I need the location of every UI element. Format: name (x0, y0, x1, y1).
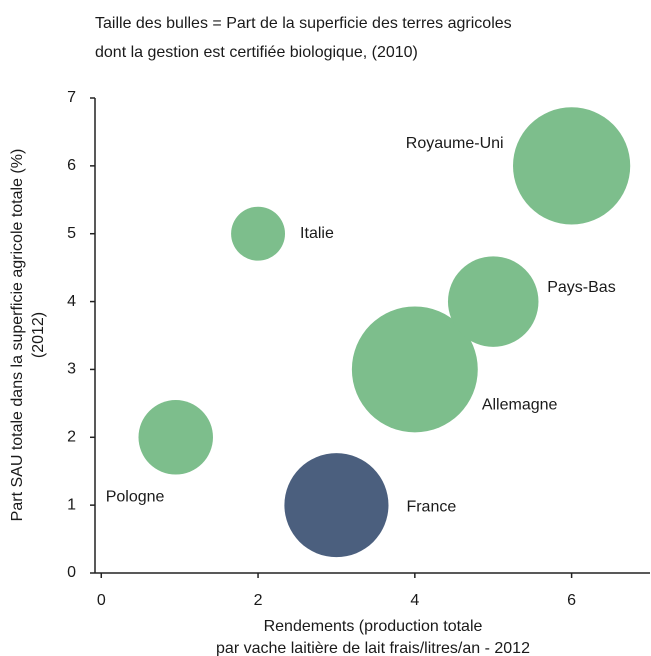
bubble-label: France (406, 498, 456, 515)
chart-title: dont la gestion est certifiée biologique… (95, 44, 418, 61)
bubble (138, 400, 213, 475)
y-tick-label: 1 (67, 496, 76, 513)
y-axis-label: Part SAU totale dans la superficie agric… (9, 149, 26, 522)
x-tick-label: 2 (254, 592, 263, 609)
bubble (351, 306, 478, 433)
chart-title: Taille des bulles = Part de la superfici… (95, 15, 512, 32)
y-tick-label: 0 (67, 564, 76, 581)
bubble (447, 256, 539, 347)
y-tick-label: 4 (67, 293, 76, 310)
x-tick-label: 0 (97, 592, 106, 609)
bubble (284, 453, 389, 558)
y-tick-label: 3 (67, 361, 76, 378)
bubble (513, 107, 631, 225)
y-tick-label: 7 (67, 89, 76, 106)
y-axis-label: (2012) (30, 312, 47, 358)
x-tick-label: 6 (567, 592, 576, 609)
bubble-label: Royaume-Uni (406, 135, 504, 152)
x-tick-label: 4 (410, 592, 419, 609)
y-tick-label: 6 (67, 157, 76, 174)
bubble-label: Italie (300, 225, 334, 242)
bubble-label: Pays-Bas (547, 279, 615, 296)
bubble-label: Allemagne (482, 397, 558, 414)
y-tick-label: 5 (67, 225, 76, 242)
bubble (231, 206, 286, 261)
x-axis-label: par vache laitière de lait frais/litres/… (216, 640, 530, 656)
y-tick-label: 2 (67, 429, 76, 446)
x-axis-label: Rendements (production totale (264, 618, 483, 635)
bubble-label: Pologne (106, 489, 165, 506)
